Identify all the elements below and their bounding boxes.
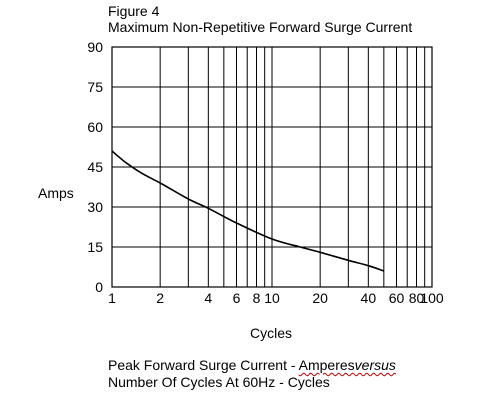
y-tick-label: 75 [87, 79, 103, 95]
y-tick-labels: 0 15 30 45 60 75 90 [87, 39, 103, 295]
caption-prefix: Peak Forward Surge Current - [108, 357, 299, 373]
caption-versus: versus [354, 357, 396, 373]
caption-line-2: Number Of Cycles At 60Hz - Cycles [108, 374, 330, 390]
x-axis-label: Cycles [250, 325, 293, 341]
y-tick-label: 30 [87, 199, 103, 215]
x-tick-label: 40 [361, 290, 377, 306]
x-tick-label: 2 [156, 290, 164, 306]
x-tick-label: 80 [409, 290, 425, 306]
chart-title: Maximum Non-Repetitive Forward Surge Cur… [108, 19, 413, 35]
y-axis-label: Amps [38, 185, 74, 201]
x-tick-label: 6 [233, 290, 241, 306]
x-gridlines [111, 47, 433, 287]
x-tick-label: 4 [204, 290, 212, 306]
x-tick-label: 100 [420, 290, 444, 306]
surge-current-curve [111, 150, 385, 272]
caption-line-1: Peak Forward Surge Current - Amperesvers… [108, 357, 396, 373]
y-tick-label: 45 [87, 159, 103, 175]
x-tick-label: 20 [312, 290, 328, 306]
caption-amperes: Amperes [298, 357, 355, 373]
plot-frame [111, 46, 433, 288]
y-tick-label: 15 [87, 239, 103, 255]
figure-label: Figure 4 [108, 3, 160, 19]
y-tick-label: 60 [87, 119, 103, 135]
x-tick-label: 8 [253, 290, 261, 306]
y-tick-label: 90 [87, 39, 103, 55]
y-tick-label: 0 [95, 279, 103, 295]
x-tick-label: 1 [108, 290, 116, 306]
x-tick-label: 10 [264, 290, 280, 306]
x-tick-label: 60 [389, 290, 405, 306]
